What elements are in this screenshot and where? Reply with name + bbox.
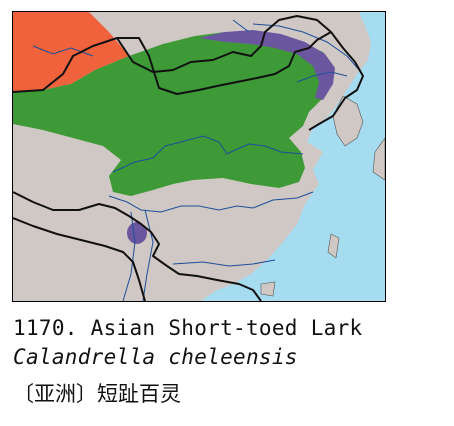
korean-peninsula	[332, 95, 364, 147]
range-orange	[13, 12, 129, 92]
range-purple-northeast	[199, 30, 335, 100]
distribution-map	[12, 11, 386, 302]
scientific-name: Calandrella cheleensis	[13, 345, 298, 369]
map-canvas	[13, 12, 385, 301]
hainan-island	[260, 281, 276, 297]
pearl-river	[172, 259, 276, 267]
river-southwest-1	[122, 211, 136, 301]
china-border-north	[13, 15, 364, 131]
yellow-river	[112, 135, 304, 173]
japan-island	[372, 137, 385, 181]
river-southwest-2	[142, 209, 154, 301]
species-title: 1170. Asian Short-toed Lark	[13, 316, 363, 340]
china-border-southwest	[13, 191, 262, 301]
mongolia-border-south	[117, 31, 332, 95]
lake-baikal	[232, 19, 250, 33]
borders	[13, 15, 364, 301]
chinese-name: 〔亚洲〕短趾百灵	[13, 382, 181, 406]
range-purple-southwest	[127, 222, 147, 244]
india-border	[13, 217, 146, 301]
yangtze-river	[108, 191, 314, 213]
amur-river	[252, 23, 362, 73]
range-green	[13, 32, 333, 196]
songhua-river	[296, 71, 348, 83]
taiwan-island	[327, 233, 340, 259]
